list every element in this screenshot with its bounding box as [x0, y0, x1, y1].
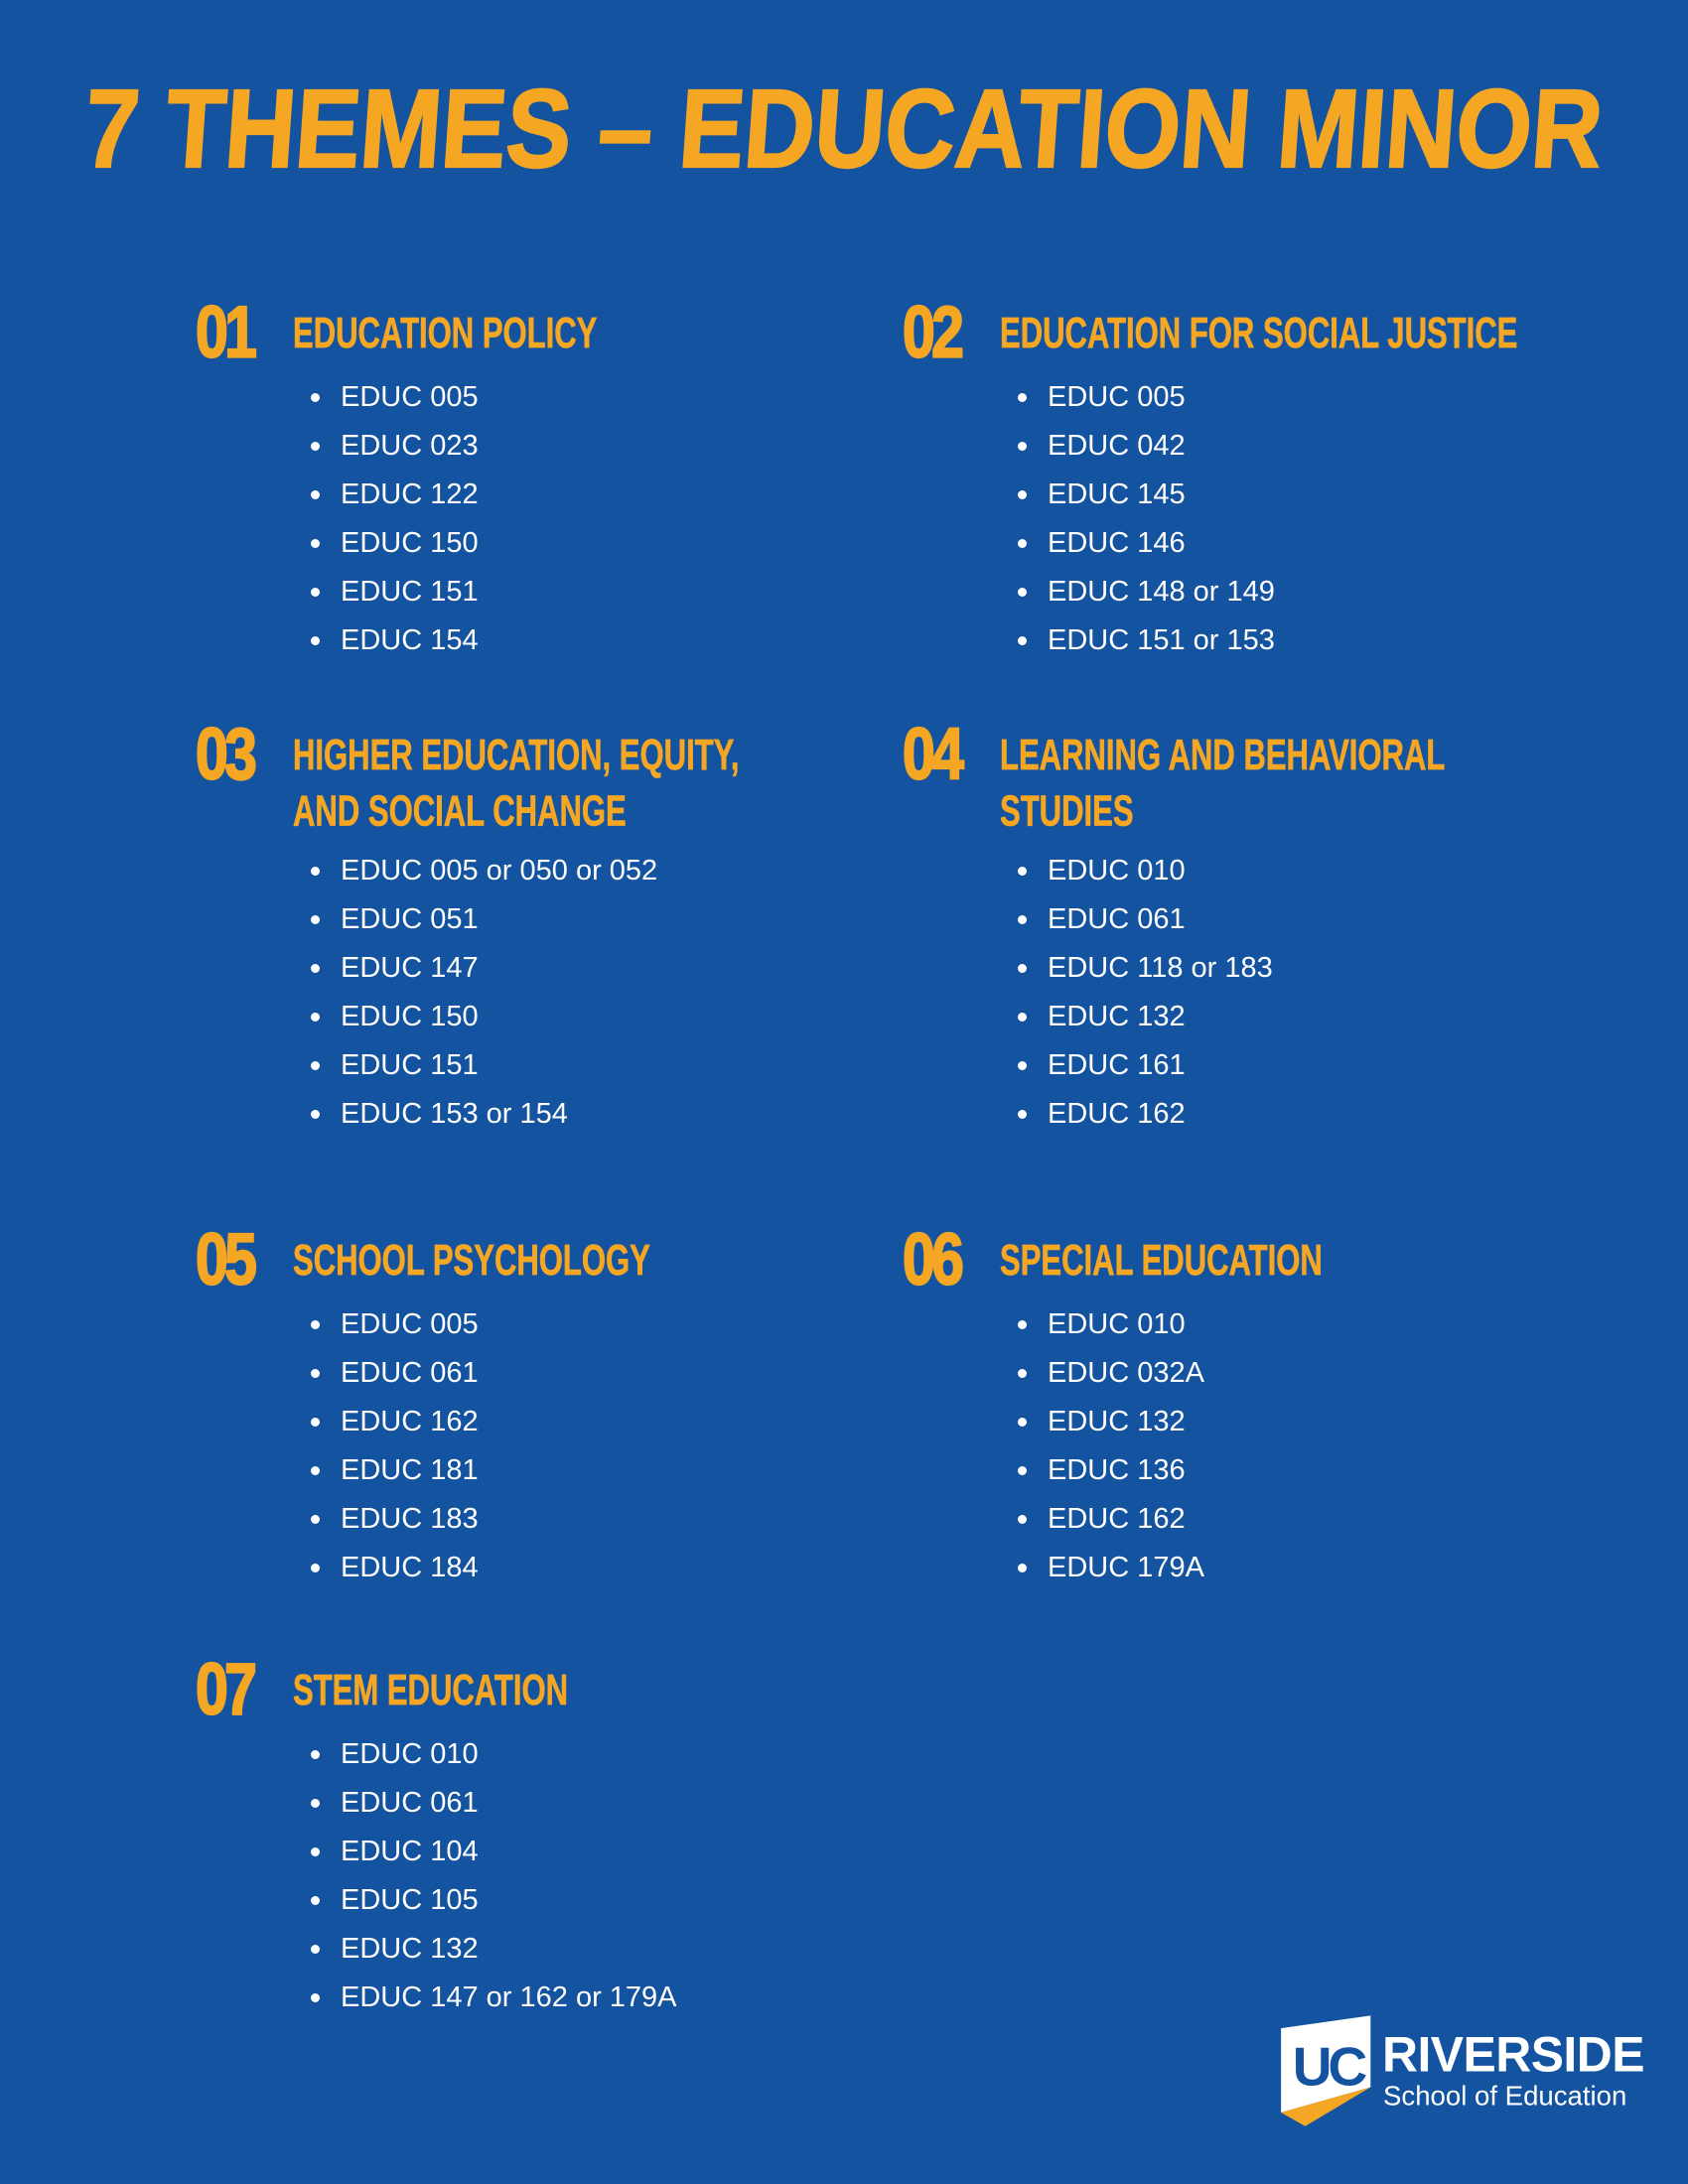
svg-text:RIVERSIDE: RIVERSIDE — [1382, 2027, 1644, 2083]
svg-text:UC: UC — [1293, 2035, 1367, 2097]
svg-text:School of Education: School of Education — [1383, 2081, 1626, 2112]
